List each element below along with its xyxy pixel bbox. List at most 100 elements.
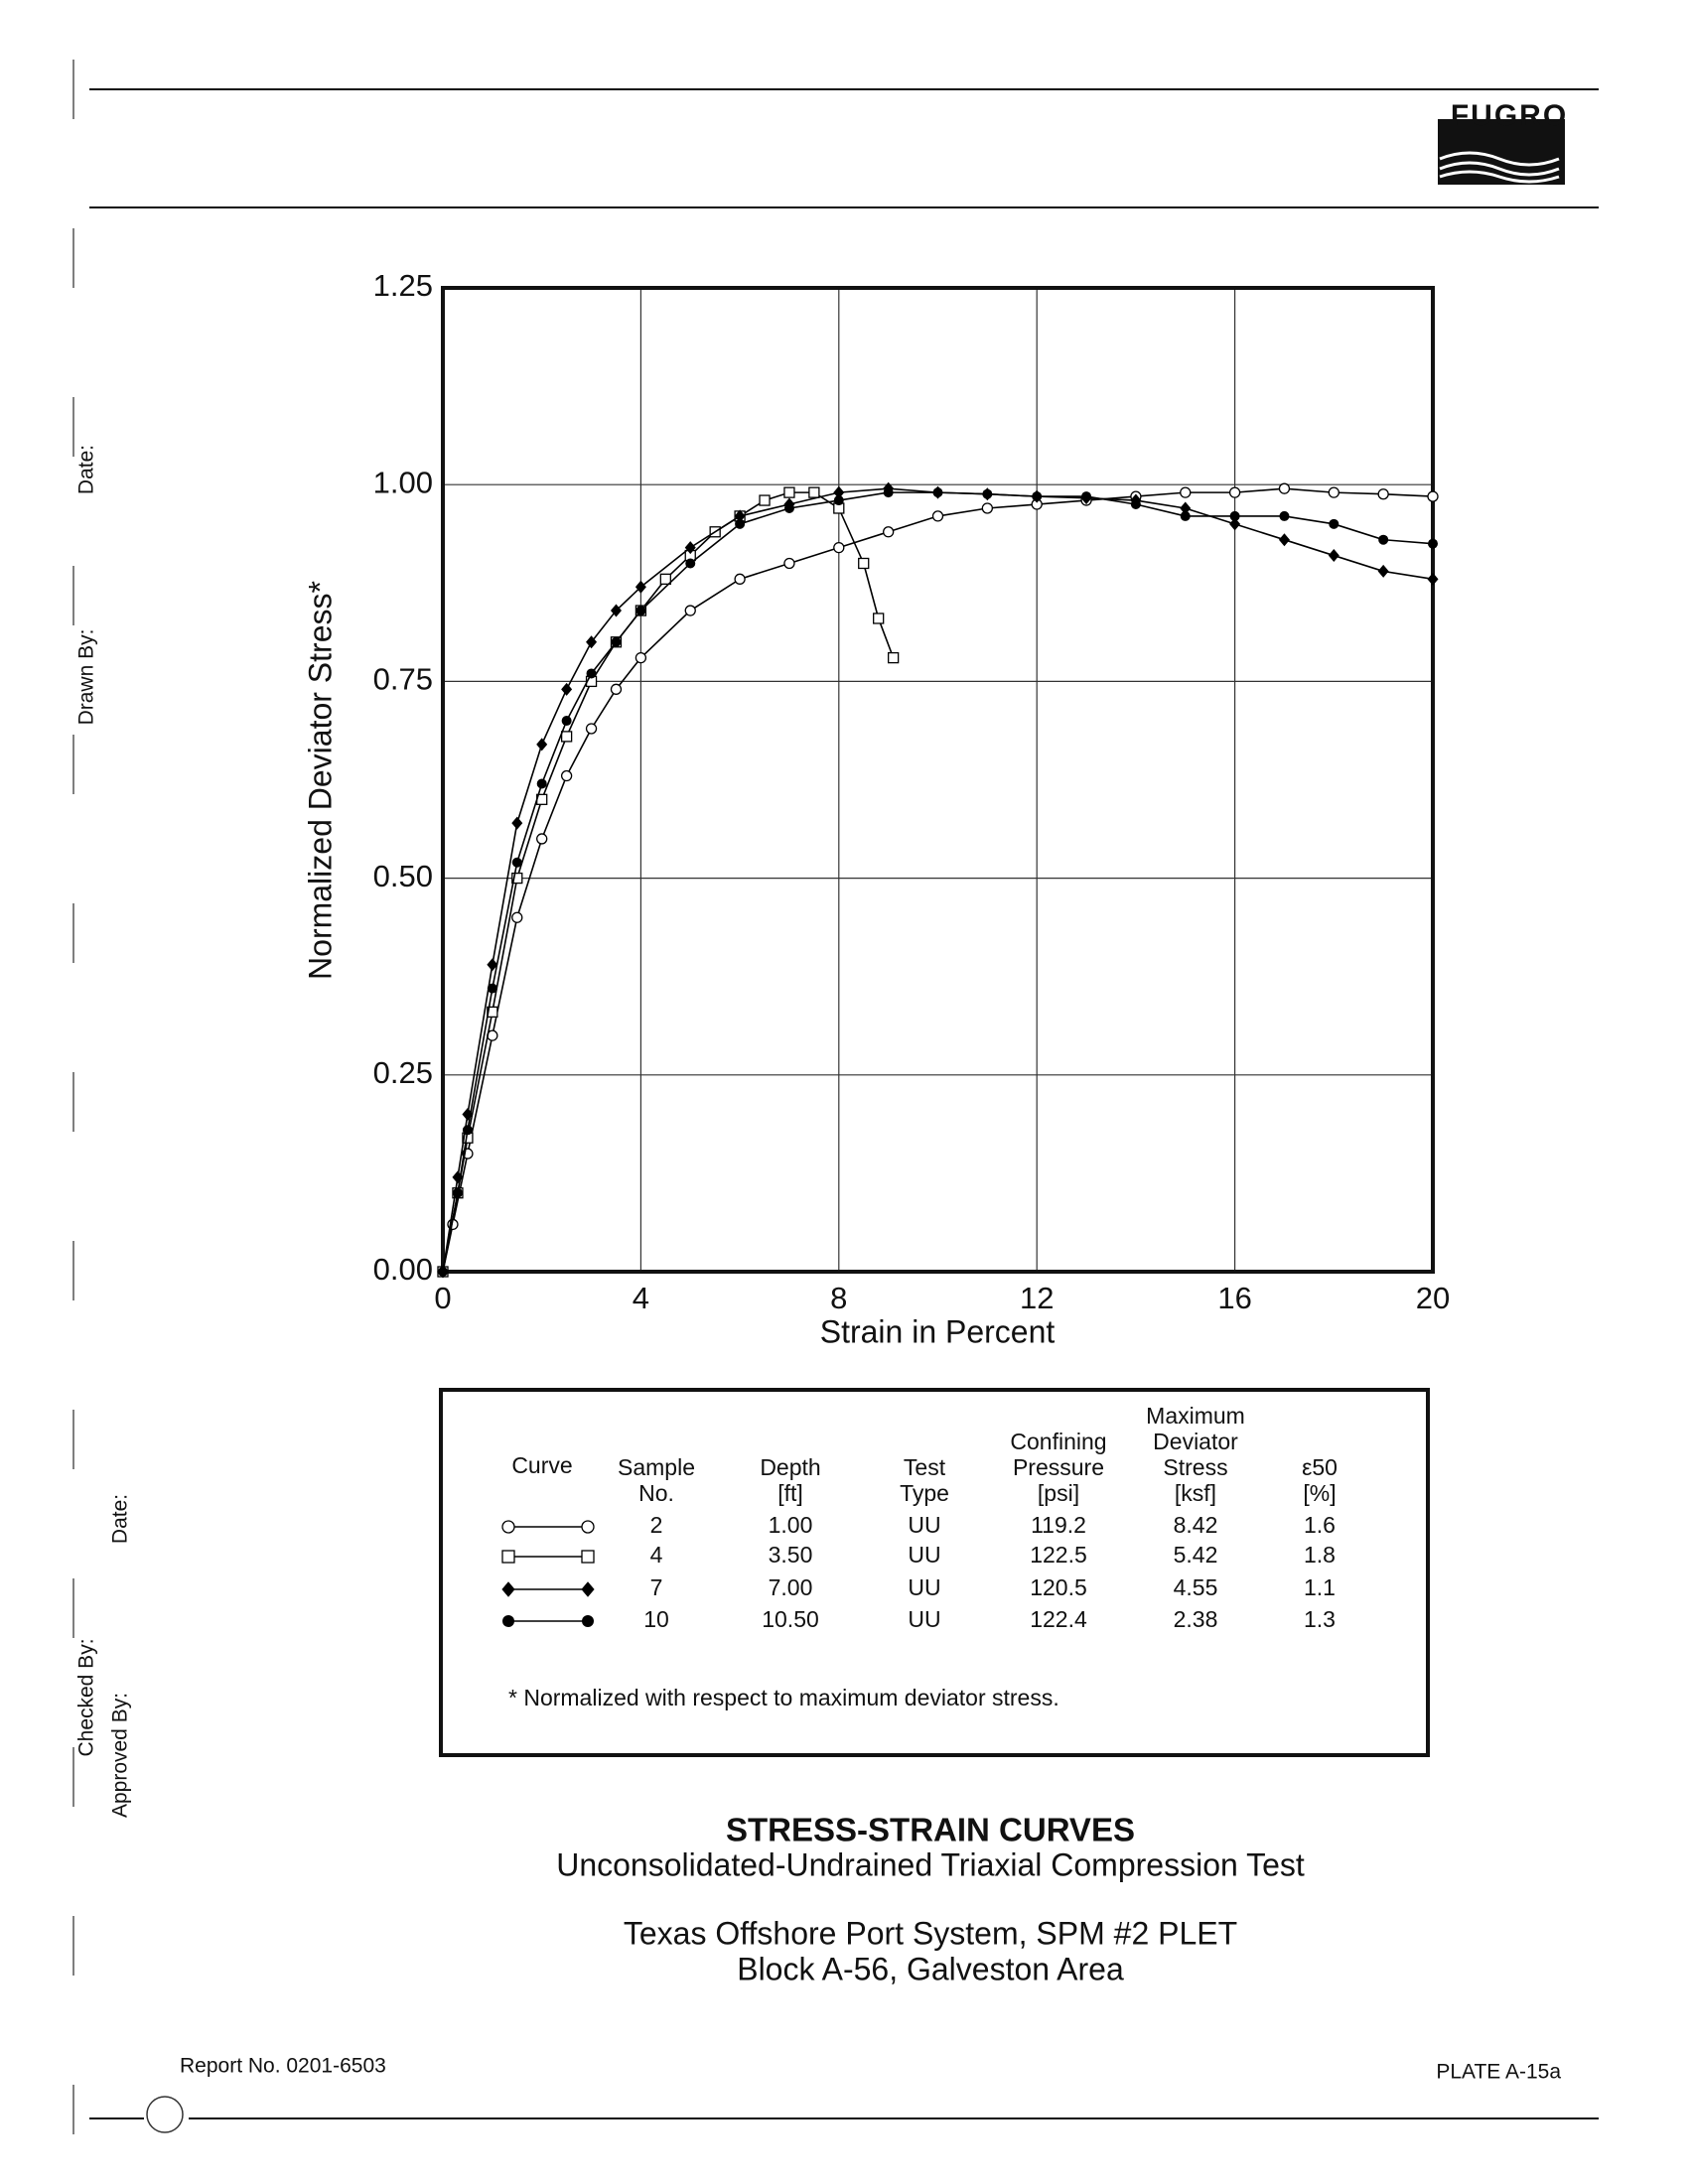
x-tick-label: 12 — [1020, 1281, 1054, 1315]
data-point — [487, 983, 497, 994]
data-point — [1032, 491, 1043, 502]
margin-label: Checked By: — [75, 1638, 98, 1756]
table-header: Confining — [1010, 1429, 1106, 1454]
data-point — [610, 604, 622, 617]
table-cell: UU — [908, 1512, 940, 1538]
legend-table: * Normalized with respect to maximum dev… — [439, 1388, 1430, 1757]
y-tick-label: 0.50 — [373, 859, 433, 893]
data-point — [1130, 499, 1141, 510]
plot-frame — [441, 286, 1435, 1274]
table-cell: 10 — [643, 1606, 669, 1632]
data-point — [1278, 482, 1291, 494]
table-cell: 1.00 — [769, 1512, 813, 1538]
data-point — [511, 857, 522, 868]
data-point — [1229, 510, 1240, 521]
data-point — [932, 487, 943, 498]
data-point — [783, 502, 794, 513]
data-point — [808, 486, 820, 498]
series-line — [442, 491, 1434, 1273]
table-header: Type — [900, 1480, 949, 1506]
y-tick-label: 1.00 — [373, 465, 433, 499]
x-axis-title: Strain in Percent — [820, 1313, 1056, 1349]
series — [438, 487, 1438, 1277]
table-cell: 4.55 — [1174, 1574, 1218, 1600]
data-point — [1428, 538, 1438, 549]
legend-marker — [581, 1520, 595, 1534]
recycle-icon — [146, 2096, 184, 2133]
data-point — [759, 494, 771, 506]
data-point — [1180, 486, 1192, 498]
x-tick-label: 20 — [1416, 1281, 1450, 1315]
series — [437, 481, 1439, 1279]
data-point — [561, 682, 573, 696]
data-point — [734, 509, 746, 523]
table-header: ε50 — [1302, 1454, 1338, 1480]
data-point — [833, 541, 845, 554]
table-header: Test — [904, 1454, 946, 1480]
data-point — [1279, 510, 1290, 521]
data-point — [634, 580, 646, 594]
margin-label: Date: — [75, 445, 98, 494]
margin-label: Drawn By: — [75, 629, 98, 726]
table-cell: 1.6 — [1304, 1512, 1336, 1538]
data-point — [511, 872, 523, 885]
y-tick-label: 1.25 — [373, 268, 433, 303]
y-tick-label: 0.75 — [373, 662, 433, 697]
data-point — [560, 731, 573, 743]
table-cell: 8.42 — [1174, 1512, 1218, 1538]
table-header: Sample — [618, 1454, 695, 1480]
data-point — [1180, 501, 1192, 515]
series-line — [442, 491, 895, 1273]
data-point — [1329, 518, 1340, 529]
data-point — [610, 683, 623, 695]
table-cell: UU — [908, 1542, 940, 1568]
data-point — [452, 1187, 463, 1198]
table-header: Stress — [1163, 1454, 1227, 1480]
data-point — [635, 606, 646, 616]
table-cell: 122.5 — [1030, 1542, 1087, 1568]
data-point — [858, 557, 870, 570]
data-point — [735, 518, 746, 529]
data-point — [487, 1006, 498, 1019]
data-point — [487, 958, 498, 972]
legend-marker — [501, 1550, 515, 1564]
data-point — [1228, 486, 1241, 498]
logo-waves — [1439, 151, 1560, 184]
table-cell: 1.8 — [1304, 1542, 1336, 1568]
data-point — [560, 769, 573, 782]
data-point — [511, 911, 523, 923]
data-point — [783, 557, 795, 570]
footnote: * Normalized with respect to maximum dev… — [508, 1685, 1059, 1710]
data-point — [883, 487, 894, 498]
table-cell: 2.38 — [1174, 1606, 1218, 1632]
data-point — [462, 1125, 473, 1136]
legend-marker — [581, 1581, 595, 1597]
table-cell: 7.00 — [769, 1574, 813, 1600]
plate-number: PLATE A-15a — [1436, 2061, 1561, 2084]
data-point — [536, 833, 548, 845]
series — [437, 482, 1439, 1278]
table-cell: 122.4 — [1030, 1606, 1087, 1632]
data-point — [783, 486, 795, 498]
project-line: Block A-56, Galveston Area — [737, 1951, 1124, 1986]
legend-marker — [502, 1615, 514, 1627]
table-header: [ft] — [777, 1480, 803, 1506]
data-point — [1180, 510, 1191, 521]
table-header: [psi] — [1038, 1480, 1079, 1506]
table-cell: 119.2 — [1031, 1512, 1086, 1538]
project-line: Texas Offshore Port System, SPM #2 PLET — [624, 1915, 1237, 1951]
title: STRESS-STRAIN CURVES — [726, 1812, 1135, 1848]
data-point — [833, 495, 844, 506]
margin-label: Approved By: — [109, 1693, 132, 1818]
data-point — [1378, 534, 1389, 545]
data-point — [981, 502, 993, 514]
data-point — [536, 778, 547, 789]
legend-frame — [439, 1388, 1430, 1757]
data-point — [1328, 486, 1340, 498]
table-cell: UU — [908, 1606, 940, 1632]
subtitle: Unconsolidated-Undrained Triaxial Compre… — [556, 1846, 1305, 1882]
table-header: [%] — [1303, 1480, 1336, 1506]
y-tick-label: 0.00 — [373, 1252, 433, 1287]
x-tick-label: 8 — [830, 1281, 847, 1315]
data-point — [734, 573, 746, 585]
